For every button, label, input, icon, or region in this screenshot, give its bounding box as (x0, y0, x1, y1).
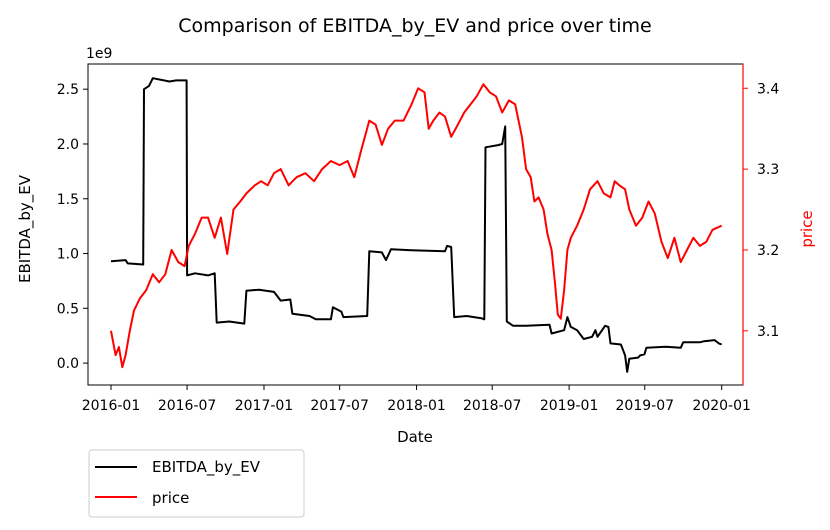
x-axis: 2016-01 2016-07 2017-01 2017-07 2018-01 2018-… (82, 385, 751, 414)
y-left-tick-label: 0.0 (57, 356, 79, 372)
legend-box (88, 449, 305, 518)
y-right-tick-label: 3.3 (757, 162, 779, 178)
y-left-tick-label: 2.5 (57, 82, 79, 98)
x-tick-label: 2020-01 (692, 398, 751, 414)
legend-label-price: price (152, 489, 189, 507)
y-left-tick-label: 2.0 (57, 137, 79, 153)
series-line-price (110, 83, 723, 369)
y-left-tick-label: 0.5 (57, 301, 79, 317)
x-axis-label: Date (397, 428, 433, 446)
y-left-tick-label: 1.0 (57, 247, 79, 263)
y-right-tick-label: 3.2 (757, 243, 779, 259)
series-layer (110, 77, 723, 373)
x-tick-label: 2018-07 (463, 398, 522, 414)
y-axis-right-label: price (798, 210, 816, 247)
y-left-tick-label: 1.5 (57, 192, 79, 208)
x-tick-label: 2019-07 (616, 398, 675, 414)
y-right-tick-label: 3.4 (757, 81, 779, 97)
x-tick-label: 2019-01 (540, 398, 599, 414)
chart-title: Comparison of EBITDA_by_EV and price ove… (178, 15, 652, 37)
y-right-tick-label: 3.1 (757, 324, 779, 340)
left-axis-exponent: 1e9 (86, 46, 112, 62)
legend: EBITDA_by_EV price (88, 449, 305, 518)
legend-label-ebitda: EBITDA_by_EV (152, 458, 261, 477)
x-tick-label: 2017-07 (310, 398, 369, 414)
y-axis-left: 0.0 0.5 1.0 1.5 2.0 2.5 (57, 82, 88, 372)
x-tick-label: 2017-01 (235, 398, 294, 414)
y-axis-right: 3.1 3.2 3.3 3.4 (743, 81, 779, 340)
x-tick-label: 2018-01 (387, 398, 446, 414)
x-tick-label: 2016-07 (158, 398, 217, 414)
x-tick-label: 2016-01 (82, 398, 141, 414)
series-line-ebitda-by-ev (110, 77, 723, 373)
y-axis-left-label: EBITDA_by_EV (16, 174, 35, 283)
